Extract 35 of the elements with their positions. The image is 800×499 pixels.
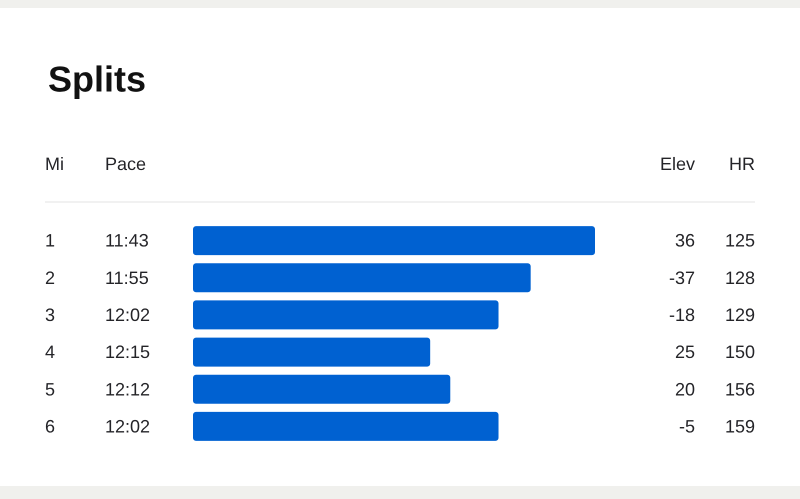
- text: 125: [724, 230, 755, 251]
- text: HR: [729, 154, 755, 174]
- y-tick-label: 2: [45, 268, 56, 288]
- y-tick-label: 1: [45, 230, 56, 251]
- text: 12:12: [105, 379, 150, 400]
- text: Mi: [45, 154, 64, 174]
- y-tick-label: 4: [45, 342, 56, 362]
- text: 12:02: [105, 416, 150, 436]
- y-tick-label: 5: [45, 379, 56, 400]
- chart-title: Splits: [48, 58, 146, 100]
- text: -37: [668, 268, 695, 288]
- text: 159: [724, 416, 755, 436]
- text: Elev: [660, 154, 695, 174]
- text: 150: [724, 342, 755, 362]
- bar: [193, 263, 531, 292]
- text: 20: [674, 379, 695, 400]
- text: Pace: [105, 154, 146, 174]
- bar: [193, 374, 450, 404]
- text: 11:43: [105, 230, 149, 251]
- text: 128: [724, 268, 755, 288]
- bar: [193, 300, 499, 330]
- text: 156: [724, 379, 755, 400]
- y-tick-label: 6: [45, 416, 56, 436]
- text: -5: [678, 416, 695, 436]
- text: 12:02: [105, 304, 150, 325]
- text: -18: [668, 304, 695, 325]
- bar: [193, 338, 430, 367]
- y-tick-label: 3: [45, 304, 56, 325]
- text: 12:15: [105, 342, 150, 362]
- bar: [193, 412, 499, 441]
- text: 36: [674, 230, 695, 251]
- bar: [193, 226, 595, 256]
- text: 25: [674, 342, 695, 362]
- text: 11:55: [105, 268, 149, 288]
- text: 129: [724, 304, 755, 325]
